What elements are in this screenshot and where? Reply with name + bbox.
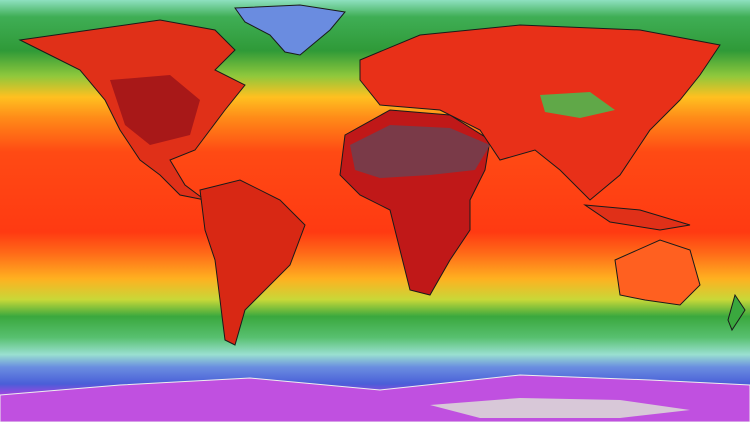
australia bbox=[614, 239, 701, 306]
indonesia bbox=[583, 204, 691, 231]
eurasia bbox=[359, 24, 721, 201]
south-america bbox=[199, 179, 306, 346]
tibet-plateau bbox=[540, 92, 615, 118]
continents bbox=[0, 4, 750, 422]
greenland bbox=[234, 4, 346, 56]
antarctic-interior bbox=[430, 398, 690, 418]
sahara-extreme bbox=[350, 125, 490, 178]
new-zealand bbox=[727, 293, 746, 332]
us-hot-core bbox=[110, 75, 200, 145]
